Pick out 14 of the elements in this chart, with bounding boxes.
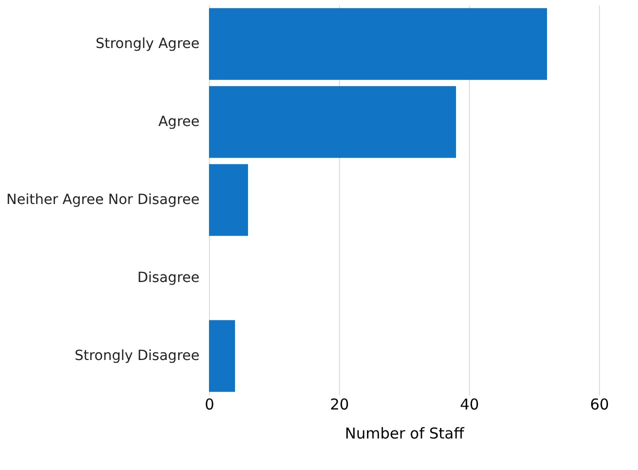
x-tick-label: 20	[330, 396, 350, 414]
bar	[209, 86, 456, 158]
x-tick-label: 40	[460, 396, 480, 414]
bar	[209, 320, 235, 392]
x-tick-label: 60	[590, 396, 610, 414]
y-tick-label: Strongly Disagree	[74, 348, 200, 364]
bar	[209, 164, 248, 236]
y-tick-label: Neither Agree Nor Disagree	[6, 192, 200, 208]
bar	[209, 8, 547, 80]
x-tick-label: 0	[204, 396, 214, 414]
y-tick-label: Agree	[158, 114, 200, 130]
x-axis-title: Number of Staff	[344, 424, 465, 442]
y-tick-label: Disagree	[137, 270, 200, 286]
y-tick-label: Strongly Agree	[96, 36, 200, 52]
